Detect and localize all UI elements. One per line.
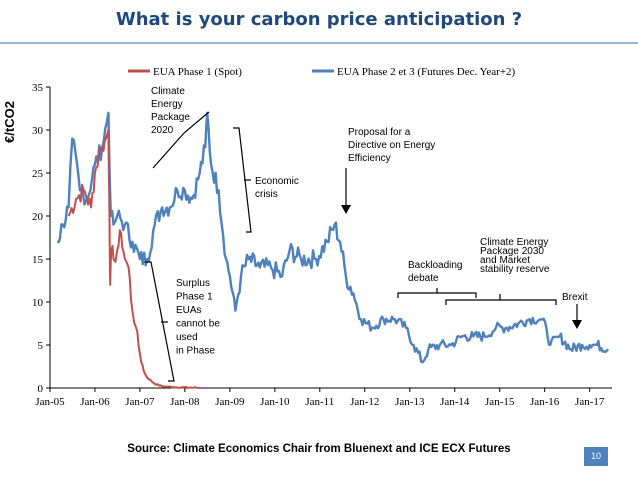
y-axis-label: €/tCO2 xyxy=(2,101,17,143)
annotation-text: Backloading debate xyxy=(408,260,462,284)
source-note: Source: Climate Economics Chair from Blu… xyxy=(127,443,511,455)
x-tick-label: Jan-16 xyxy=(530,396,560,408)
annotation-pointer xyxy=(152,111,210,169)
annotation-line: 2020 xyxy=(151,125,174,136)
annotation-text: Proposal for a Directive on Energy Efficie… xyxy=(348,127,435,164)
y-tick-label: 35 xyxy=(32,82,44,94)
annotation-text: Brexit xyxy=(562,292,588,303)
annotation-line: Phase 1 xyxy=(176,292,213,303)
x-tick-label: Jan-13 xyxy=(395,396,425,408)
annotation-text: Climate Energy Package 2030 and Market stab… xyxy=(480,237,550,275)
annotation-text: Economic crisis xyxy=(255,176,299,200)
arrowhead xyxy=(572,320,582,329)
x-tick-label: Jan-10 xyxy=(260,396,290,408)
annotation-line: Climate Energy xyxy=(480,237,548,248)
series-line-phase1-spot xyxy=(67,129,200,389)
annotation-line: and Market xyxy=(480,255,530,266)
x-tick-label: Jan-12 xyxy=(350,396,379,408)
legend-label: EUA Phase 1 (Spot) xyxy=(153,66,242,78)
annotation-line: Climate xyxy=(151,86,185,97)
page-number-badge: 10 xyxy=(584,447,608,466)
annotation-line: Directive on Energy xyxy=(348,140,435,151)
x-tick-label: Jan-17 xyxy=(575,396,605,408)
series-layer xyxy=(57,111,610,389)
annotation-line: Energy xyxy=(151,99,183,110)
y-tick-label: 0 xyxy=(38,383,44,395)
title-divider xyxy=(0,42,638,44)
annotation-bracket xyxy=(445,299,557,305)
x-tick-label: Jan-06 xyxy=(80,396,110,408)
series-line-phase2-3-futures xyxy=(57,111,610,364)
annotation-line: Economic xyxy=(255,176,299,187)
annotation-line: cannot be xyxy=(176,319,220,330)
y-tick-label: 30 xyxy=(32,125,44,137)
slide-title: What is your carbon price anticipation ? xyxy=(115,9,523,30)
annotation-line: Surplus xyxy=(176,278,210,289)
annotation-line: Package 2030 xyxy=(480,246,544,257)
annotation-line: crisis xyxy=(255,189,278,200)
x-tick-label: Jan-11 xyxy=(305,396,334,408)
annotation-text: Surplus Phase 1 EUAs cannot be used in Phase xyxy=(176,278,220,357)
annotation-bracket xyxy=(397,292,477,298)
annotation-line: Brexit xyxy=(562,292,588,303)
chart-axes: 0 5 10 15 20 25 30 35 Jan-05 Jan-06 Jan-07 Jan-08 Ja… xyxy=(2,82,612,408)
carbon-price-chart: 0 5 10 15 20 25 30 35 Jan-05 Jan-06 Jan-07 Jan-08 Ja… xyxy=(2,66,612,408)
y-tick-label: 10 xyxy=(32,297,44,309)
arrowhead xyxy=(341,205,351,214)
annotation-line: Package xyxy=(151,112,190,123)
x-tick-label: Jan-14 xyxy=(440,396,470,408)
annotation-text: Climate Energy Package 2020 xyxy=(151,86,190,136)
x-tick-label: Jan-08 xyxy=(170,396,200,408)
x-tick-label: Jan-05 xyxy=(35,396,65,408)
y-tick-label: 15 xyxy=(32,254,44,266)
y-tick-label: 5 xyxy=(38,340,44,352)
annotation-line: stability reserve xyxy=(480,264,550,275)
y-tick-label: 20 xyxy=(32,211,44,223)
annotation-line: used xyxy=(176,332,198,343)
annotation-line: Proposal for a xyxy=(348,127,411,138)
annotation-line: Efficiency xyxy=(348,153,391,164)
x-tick-label: Jan-07 xyxy=(125,396,155,408)
legend-label: EUA Phase 2 et 3 (Futures Dec. Year+2) xyxy=(337,66,516,78)
y-tick-label: 25 xyxy=(32,168,44,180)
annotation-line: debate xyxy=(408,273,439,284)
annotation-line: Backloading xyxy=(408,260,462,271)
annotation-bracket xyxy=(145,261,175,382)
annotations-layer: Climate Energy Package 2020 Economic crisis Pr… xyxy=(145,86,588,382)
annotation-line: in Phase xyxy=(176,346,215,357)
annotation-line: EUAs xyxy=(176,305,202,316)
x-tick-label: Jan-15 xyxy=(485,396,515,408)
x-tick-label: Jan-09 xyxy=(215,396,245,408)
legend: EUA Phase 1 (Spot) EUA Phase 2 et 3 (Futu… xyxy=(128,66,516,78)
